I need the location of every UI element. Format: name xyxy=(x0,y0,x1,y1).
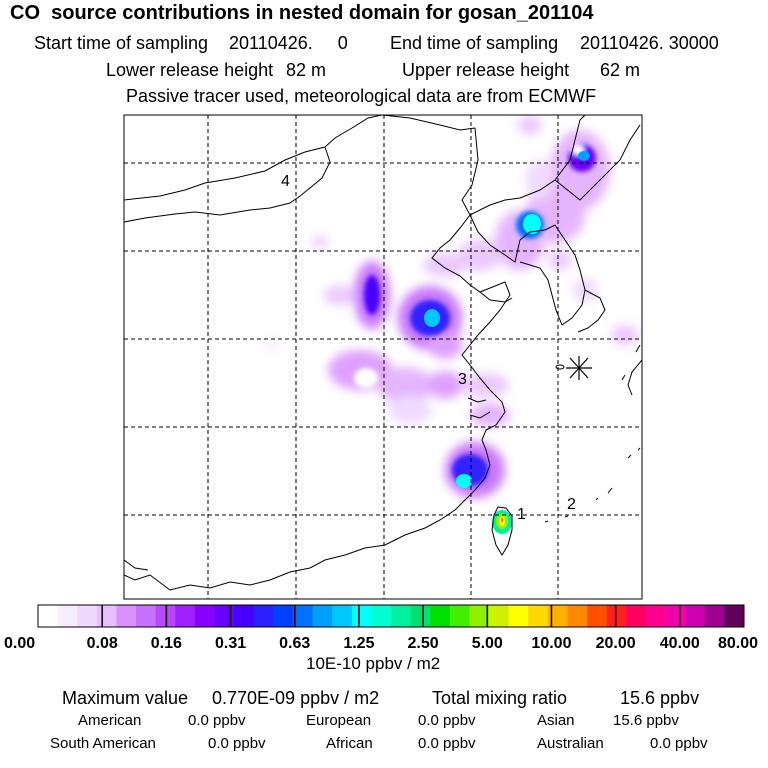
colorbar-swatch xyxy=(449,605,470,627)
colorbar-tick-label: 80.00 xyxy=(718,635,758,652)
upper-release-label: Upper release height xyxy=(402,60,570,80)
colorbar-tick-labels: 0.00 0.08 0.16 0.31 0.63 1.25 2.50 5.00 10.00 20.… xyxy=(4,635,758,652)
region-label-4: 4 xyxy=(281,173,290,190)
colorbar-swatch xyxy=(234,605,255,627)
colorbar-swatch xyxy=(96,605,117,627)
colorbar-swatch xyxy=(136,605,157,627)
colorbar-swatch xyxy=(194,605,215,627)
colorbar-swatch xyxy=(606,605,627,627)
colorbar-swatch xyxy=(292,605,314,627)
american-value: 0.0 ppbv xyxy=(188,712,246,729)
asian-label: Asian xyxy=(537,712,575,729)
colorbar-swatch xyxy=(214,605,235,627)
concentration-field xyxy=(267,115,639,534)
lower-release-value: 82 m xyxy=(286,60,327,80)
colorbar-swatch xyxy=(547,605,568,627)
colorbar-tick-label: 0.63 xyxy=(279,635,310,652)
african-value: 0.0 ppbv xyxy=(418,735,476,752)
south-american-label: South American xyxy=(50,735,156,752)
colorbar-swatch xyxy=(567,605,588,627)
colorbar-swatch xyxy=(273,605,294,627)
colorbar-swatch xyxy=(116,605,137,627)
region-label-2: 2 xyxy=(567,496,576,513)
colorbar xyxy=(37,604,745,628)
colorbar-swatch xyxy=(587,605,608,627)
colorbar-tick-label: 5.00 xyxy=(472,635,503,652)
colorbar-tick-label: 40.00 xyxy=(660,635,700,652)
colorbar-tick-label: 0.16 xyxy=(151,635,182,652)
colorbar-swatch xyxy=(724,605,745,627)
colorbar-swatch xyxy=(508,605,529,627)
tracer-note: Passive tracer used, meteorological data… xyxy=(126,86,597,106)
colorbar-tick-label: 0.00 xyxy=(4,635,35,652)
asian-value: 15.6 ppbv xyxy=(613,712,679,729)
colorbar-tick-label: 0.08 xyxy=(87,635,118,652)
colorbar-swatch xyxy=(57,605,78,627)
colorbar-swatch xyxy=(685,605,706,627)
colorbar-swatch xyxy=(351,605,372,627)
colorbar-frame xyxy=(37,604,745,628)
colorbar-swatch xyxy=(391,605,412,627)
coastlines xyxy=(124,115,642,591)
american-label: American xyxy=(78,712,142,729)
start-time-label: Start time of sampling xyxy=(34,33,209,53)
colorbar-tick-label: 10.00 xyxy=(531,635,571,652)
lat-lon-grid xyxy=(124,115,642,599)
australian-label: Australian xyxy=(537,735,604,752)
african-label: African xyxy=(326,735,373,752)
colorbar-swatch xyxy=(489,605,510,627)
colorbar-swatch xyxy=(332,605,353,627)
colorbar-tick-label: 1.25 xyxy=(343,635,374,652)
upper-release-value: 62 m xyxy=(600,60,641,80)
end-time-label: End time of sampling xyxy=(390,33,559,53)
asterisk-receptor-icon xyxy=(566,356,592,380)
australian-value: 0.0 ppbv xyxy=(650,735,708,752)
colorbar-swatch xyxy=(665,605,686,627)
colorbar-swatch xyxy=(38,605,59,627)
colorbar-swatch xyxy=(430,605,451,627)
european-value: 0.0 ppbv xyxy=(418,712,476,729)
colorbar-swatch xyxy=(410,605,431,627)
max-value-label: Maximum value xyxy=(62,688,189,708)
european-label: European xyxy=(306,712,372,729)
colorbar-unit: 10E-10 ppbv / m2 xyxy=(306,654,441,673)
end-time-value: 20110426. 30000 xyxy=(580,33,719,53)
colorbar-swatch xyxy=(528,605,549,627)
colorbar-tick-label: 2.50 xyxy=(408,635,439,652)
total-mixing-value: 15.6 ppbv xyxy=(620,688,700,708)
colorbar-swatch xyxy=(704,605,725,627)
max-value: 0.770E-09 ppbv / m2 xyxy=(212,688,380,708)
colorbar-tick-label: 0.31 xyxy=(215,635,246,652)
colorbar-tick-label: 20.00 xyxy=(596,635,636,652)
lower-release-label: Lower release height xyxy=(106,60,274,80)
colorbar-swatch xyxy=(626,605,647,627)
colorbar-swatch xyxy=(77,605,98,627)
colorbar-swatch xyxy=(371,605,392,627)
colorbar-swatch xyxy=(253,605,274,627)
colorbar-swatch xyxy=(312,605,333,627)
region-label-1: 1 xyxy=(517,506,526,523)
south-american-value: 0.0 ppbv xyxy=(208,735,266,752)
map-frame xyxy=(123,114,643,600)
plot-title: CO source contributions in nested domain… xyxy=(10,2,594,24)
colorbar-swatch xyxy=(645,605,667,627)
start-time-value: 20110426. 0 xyxy=(229,33,348,53)
total-mixing-label: Total mixing ratio xyxy=(432,688,568,708)
region-label-3: 3 xyxy=(458,371,467,388)
colorbar-swatch xyxy=(175,605,196,627)
colorbar-swatch xyxy=(469,605,490,627)
